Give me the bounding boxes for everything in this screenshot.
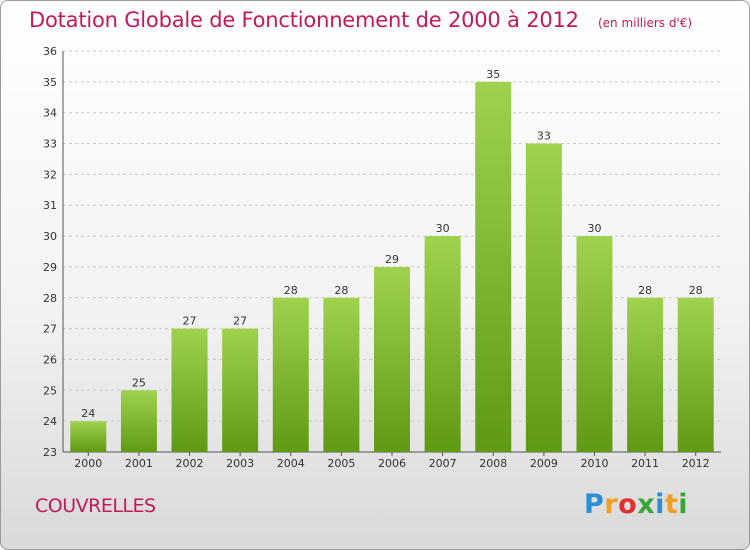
data-label: 25 (132, 376, 146, 389)
bar-2008 (475, 81, 512, 452)
data-label: 29 (385, 253, 399, 266)
data-label: 27 (233, 315, 247, 328)
bars (70, 81, 714, 453)
x-tick-label: 2000 (74, 457, 102, 470)
y-tick-label: 29 (43, 261, 57, 274)
y-tick-label: 31 (43, 199, 57, 212)
y-tick-label: 27 (43, 323, 57, 336)
commune-name: COUVRELLES (35, 495, 156, 517)
x-tick-label: 2009 (530, 457, 558, 470)
chart-title: Dotation Globale de Fonctionnement de 20… (29, 8, 579, 32)
data-label: 33 (537, 130, 551, 143)
x-tick-label: 2011 (631, 457, 659, 470)
bar-2012 (677, 297, 714, 452)
data-label: 28 (284, 284, 298, 297)
bar-chart: 23 24 25 26 27 28 29 30 31 32 33 34 35 36 24 2000 25 2001… (43, 45, 721, 470)
x-tick-label: 2003 (226, 457, 254, 470)
data-label: 30 (436, 222, 450, 235)
y-tick-label: 25 (43, 384, 57, 397)
x-tick-label: 2001 (125, 457, 153, 470)
bar-2003 (222, 328, 259, 452)
x-tick-label: 2002 (176, 457, 204, 470)
x-tick-label: 2008 (479, 457, 507, 470)
y-tick-label: 24 (43, 415, 57, 428)
data-label: 28 (689, 284, 703, 297)
title-row: Dotation Globale de Fonctionnement de 20… (29, 8, 692, 32)
y-tick-label: 30 (43, 230, 57, 243)
bar-2000 (70, 421, 107, 452)
bar-2001 (120, 390, 157, 452)
bar-2009 (525, 143, 562, 453)
y-tick-label: 28 (43, 292, 57, 305)
data-label: 35 (486, 68, 500, 81)
data-label: 27 (183, 315, 197, 328)
y-tick-label: 35 (43, 76, 57, 89)
bar-2002 (171, 328, 208, 452)
y-tick-label: 26 (43, 353, 57, 366)
data-label: 30 (587, 222, 601, 235)
bar-2010 (576, 236, 613, 452)
data-label: 28 (334, 284, 348, 297)
bar-2007 (424, 236, 461, 452)
bar-2011 (627, 297, 664, 452)
x-tick-label: 2005 (327, 457, 355, 470)
bar-2004 (272, 297, 309, 452)
x-tick-label: 2012 (682, 457, 710, 470)
x-tick-label: 2004 (277, 457, 305, 470)
x-tick-label: 2010 (580, 457, 608, 470)
x-tick-label: 2007 (429, 457, 457, 470)
x-tick-label: 2006 (378, 457, 406, 470)
chart-subtitle: (en milliers d'€) (597, 16, 693, 30)
proxiti-logo: Proxiti (584, 489, 689, 520)
y-tick-label: 23 (43, 446, 57, 459)
y-tick-label: 36 (43, 45, 57, 58)
y-tick-label: 32 (43, 168, 57, 181)
y-tick-label: 34 (43, 107, 57, 120)
y-tick-label: 33 (43, 138, 57, 151)
data-label: 24 (81, 407, 95, 420)
bar-2006 (374, 266, 410, 452)
bar-2005 (323, 297, 360, 452)
data-label: 28 (638, 284, 652, 297)
labels: 23 24 25 26 27 28 29 30 31 32 33 34 35 36 24 2000 25 2001… (43, 45, 710, 470)
